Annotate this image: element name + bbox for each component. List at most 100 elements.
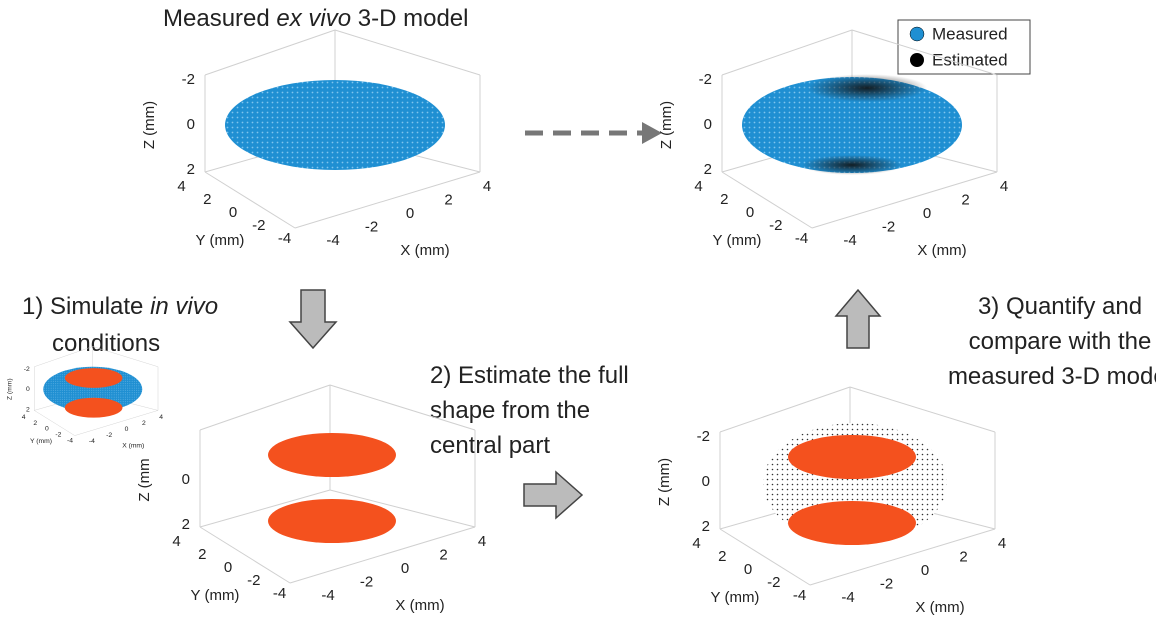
measured-surface <box>225 80 445 170</box>
up-arrow <box>834 288 882 349</box>
simulated-cap <box>64 397 123 418</box>
box-edge <box>199 489 331 528</box>
z-tick-label: 2 <box>182 516 190 533</box>
z-axis-label: Z (mm) <box>141 101 158 149</box>
z-tick-label: 2 <box>187 161 195 178</box>
y-axis-label: Y (mm) <box>196 232 245 249</box>
x-tick-label: -4 <box>841 589 854 606</box>
y-tick-label: 4 <box>172 533 180 550</box>
z-tick-label: -2 <box>697 428 710 445</box>
simulated-cap <box>788 435 916 479</box>
step-italic: in vivo <box>150 293 218 320</box>
z-tick-label: -2 <box>24 366 30 373</box>
z-tick-label: 0 <box>182 471 190 488</box>
y-axis-label: Y (mm) <box>713 232 762 249</box>
y-tick-label: 2 <box>718 548 726 565</box>
legend-label: Estimated <box>932 50 1008 69</box>
step-text: 1) Simulate <box>22 293 150 320</box>
y-tick-label: 4 <box>694 178 702 195</box>
x-tick-label: 0 <box>401 560 409 577</box>
y-tick-label: 4 <box>692 535 700 552</box>
box-edge <box>721 29 853 76</box>
z-tick-label: 0 <box>187 116 195 133</box>
y-tick-label: -4 <box>278 230 291 247</box>
x-tick-label: 0 <box>923 205 931 222</box>
z-axis-label: Z (mm <box>136 458 153 501</box>
x-axis-label: X (mm) <box>917 242 966 259</box>
x-tick-label: -4 <box>321 587 334 604</box>
box-edge <box>329 489 476 528</box>
z-tick-label: -2 <box>182 71 195 88</box>
x-axis-label: X (mm) <box>395 597 444 614</box>
title-text: Measured <box>163 5 276 32</box>
step2: 2) Estimate the full shape from the centra… <box>430 362 629 459</box>
y-tick-label: 0 <box>45 426 49 433</box>
box-edge <box>204 29 336 76</box>
y-axis-label: Y (mm) <box>191 587 240 604</box>
z-tick-label: 2 <box>704 161 712 178</box>
legend-marker <box>909 26 925 42</box>
box-edge <box>204 171 296 229</box>
simulated-cap <box>268 499 396 543</box>
y-tick-label: 2 <box>720 191 728 208</box>
z-tick-label: 0 <box>26 386 30 393</box>
title-italic: ex vivo <box>276 5 351 32</box>
box-edge <box>74 410 159 436</box>
box-edge <box>329 384 476 431</box>
y-tick-label: -4 <box>67 437 73 444</box>
box-edge <box>849 386 996 433</box>
x-tick-label: 0 <box>125 426 129 433</box>
x-tick-label: 2 <box>959 548 967 565</box>
x-tick-label: 4 <box>483 178 491 195</box>
step3: 3) Quantify and compare with the measured … <box>948 293 1156 390</box>
y-axis-label: Y (mm) <box>711 589 760 606</box>
x-tick-label: -2 <box>106 432 112 439</box>
step-text: 3) Quantify and <box>978 293 1142 320</box>
box-edge <box>92 346 159 367</box>
y-axis-label: Y (mm) <box>30 438 52 445</box>
x-tick-label: 2 <box>142 420 146 427</box>
legend-label: Measured <box>932 24 1008 43</box>
estimated-cap <box>807 74 927 102</box>
x-axis-label: X (mm) <box>400 242 449 259</box>
y-tick-label: -4 <box>795 230 808 247</box>
y-tick-label: 4 <box>22 414 26 421</box>
estimated-cap <box>802 155 902 175</box>
x-tick-label: -2 <box>365 218 378 235</box>
x-axis-label: X (mm) <box>122 443 144 450</box>
box-edge <box>289 526 476 584</box>
box-edge <box>851 29 998 76</box>
step-text: central part <box>430 432 550 459</box>
z-tick-label: 0 <box>704 116 712 133</box>
y-tick-label: 0 <box>744 561 752 578</box>
x-tick-label: -2 <box>880 575 893 592</box>
step-text: shape from the <box>430 397 590 424</box>
z-tick-label: 0 <box>702 473 710 490</box>
arrow-head <box>642 122 662 144</box>
y-tick-label: 2 <box>33 420 37 427</box>
y-tick-label: -2 <box>55 431 61 438</box>
x-tick-label: 4 <box>998 535 1006 552</box>
y-tick-label: -2 <box>767 574 780 591</box>
simulated-cap <box>268 433 396 477</box>
box-edge <box>719 528 811 586</box>
y-tick-label: 0 <box>746 204 754 221</box>
step1: 1) Simulate in vivo <box>22 293 218 320</box>
x-tick-label: 2 <box>444 191 452 208</box>
y-tick-label: 0 <box>229 204 237 221</box>
box-edge <box>334 29 481 76</box>
box-edge <box>199 526 291 584</box>
box-edge <box>811 171 998 229</box>
z-axis-label: Z (mm) <box>658 101 675 149</box>
y-tick-label: -2 <box>769 217 782 234</box>
x-tick-label: 2 <box>961 191 969 208</box>
y-tick-label: 4 <box>177 178 185 195</box>
x-tick-label: 4 <box>159 414 163 421</box>
legend-marker <box>910 53 924 67</box>
step-text: 2) Estimate the full <box>430 362 629 389</box>
